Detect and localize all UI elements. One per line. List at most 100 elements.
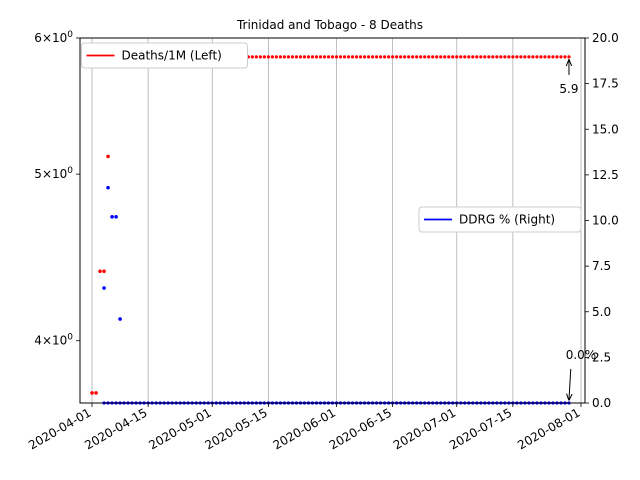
x-tick-label: 2020-04-15 <box>82 405 149 452</box>
data-point <box>471 55 475 59</box>
annotation-label: 5.9 <box>559 82 578 96</box>
x-tick-label: 2020-06-15 <box>327 405 394 452</box>
right-tick-label: 10.0 <box>592 214 619 228</box>
data-point <box>539 55 543 59</box>
right-tick-label: 20.0 <box>592 31 619 45</box>
data-point <box>258 55 262 59</box>
chart-title: Trinidad and Tobago - 8 Deaths <box>236 18 423 32</box>
data-point <box>358 55 363 59</box>
data-point <box>499 55 503 59</box>
data-point <box>274 55 278 59</box>
data-point <box>431 55 435 59</box>
data-point <box>346 55 351 59</box>
x-tick-label: 2020-05-15 <box>202 405 269 452</box>
right-tick-label: 12.5 <box>592 168 619 182</box>
data-point <box>439 55 443 59</box>
data-point <box>366 55 371 59</box>
x-tick-label: 2020-07-15 <box>447 405 514 452</box>
data-point <box>391 55 395 59</box>
legend-label: Deaths/1M (Left) <box>122 49 222 63</box>
data-point <box>459 55 463 59</box>
data-point <box>110 215 114 219</box>
data-point <box>463 55 467 59</box>
x-tick-label: 2020-05-01 <box>146 405 213 452</box>
data-point <box>106 185 110 190</box>
annotation-arrow <box>569 368 571 400</box>
left-tick-exp: 0 <box>67 333 73 343</box>
data-point <box>535 55 539 59</box>
data-point <box>106 154 110 159</box>
data-point <box>250 55 254 59</box>
left-tick-base: 6 <box>34 31 42 45</box>
data-point <box>387 55 391 59</box>
data-point <box>262 55 266 59</box>
annotation-label: 0.0% <box>566 348 597 362</box>
right-tick-label: 7.5 <box>592 259 611 273</box>
data-point <box>310 55 315 59</box>
left-tick-sep: ×10 <box>42 334 67 348</box>
data-point <box>507 55 511 59</box>
data-point <box>338 55 343 59</box>
data-point <box>411 55 415 59</box>
data-point <box>467 55 471 59</box>
data-point <box>427 55 431 59</box>
data-point <box>423 55 427 59</box>
data-point <box>479 55 483 59</box>
data-point <box>435 55 439 59</box>
data-point <box>531 55 535 59</box>
data-point <box>290 55 295 59</box>
data-point <box>114 215 118 219</box>
data-point <box>395 55 399 59</box>
legend-1: DDRG % (Right) <box>418 206 582 233</box>
data-point <box>294 55 299 59</box>
data-point <box>318 55 323 59</box>
legend-box <box>418 206 582 233</box>
left-tick-exp: 0 <box>67 166 73 176</box>
data-point <box>378 55 383 59</box>
data-point <box>495 55 499 59</box>
left-tick-label: 6×100 <box>34 30 73 45</box>
data-point <box>547 55 551 59</box>
data-point <box>278 55 282 59</box>
data-point <box>515 55 519 59</box>
data-point <box>559 55 563 59</box>
data-point <box>90 391 94 395</box>
legends: Deaths/1M (Left) DDRG % (Right) <box>81 42 582 233</box>
data-point <box>118 317 122 321</box>
x-tick-label: 2020-08-01 <box>515 405 582 452</box>
data-point <box>354 55 359 59</box>
data-point <box>503 55 507 59</box>
data-point <box>270 55 274 59</box>
data-point <box>362 55 367 59</box>
data-point <box>567 55 571 59</box>
data-point <box>350 55 355 59</box>
data-point <box>326 55 331 59</box>
left-tick-sep: ×10 <box>42 167 67 181</box>
data-point <box>511 55 515 59</box>
left-tick-sep: ×10 <box>42 31 67 45</box>
data-point <box>383 55 387 59</box>
data-point <box>298 55 303 59</box>
legend-0: Deaths/1M (Left) <box>81 42 248 69</box>
data-point <box>443 55 447 59</box>
data-point <box>282 55 287 59</box>
data-point <box>551 55 555 59</box>
axes: 2020-04-012020-04-152020-05-012020-05-15… <box>26 30 619 452</box>
data-point <box>403 55 407 59</box>
legend-label: DDRG % (Right) <box>459 213 555 227</box>
data-point <box>419 55 423 59</box>
data-point <box>306 55 311 59</box>
data-point <box>334 55 339 59</box>
right-tick-label: 5.0 <box>592 305 611 319</box>
data-point <box>98 269 102 274</box>
data-point <box>286 55 291 59</box>
data-point <box>447 55 451 59</box>
data-point <box>483 55 487 59</box>
data-point <box>399 55 403 59</box>
data-point <box>415 55 419 59</box>
data-point <box>102 269 106 274</box>
data-point <box>322 55 327 59</box>
data-point <box>342 55 347 59</box>
data-point <box>527 55 531 59</box>
